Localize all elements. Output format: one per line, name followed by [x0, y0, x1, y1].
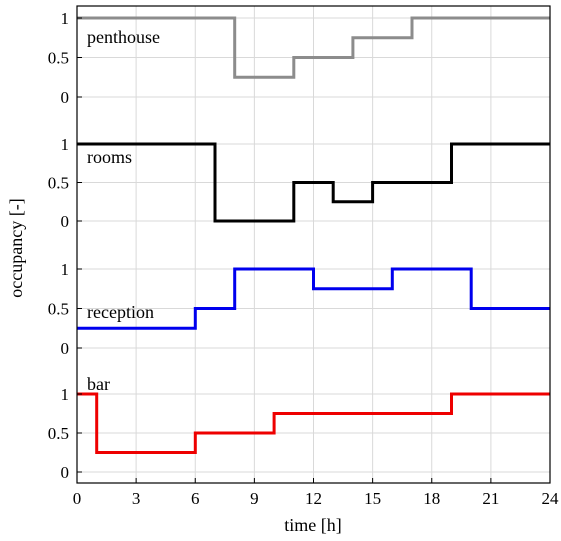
grid-layer	[77, 6, 550, 483]
x-tick-label: 18	[423, 489, 440, 508]
x-tick-label: 12	[305, 489, 322, 508]
series-line-rooms	[77, 142, 550, 223]
x-tick-label: 0	[73, 489, 82, 508]
y-tick-label: 0.5	[48, 174, 69, 193]
x-tick-label: 3	[132, 489, 141, 508]
y-tick-label: 0	[61, 212, 70, 231]
y-tick-label: 0	[61, 339, 70, 358]
series-label-reception: reception	[87, 302, 154, 322]
x-tick-label: 24	[542, 489, 560, 508]
series-line-bar	[77, 392, 550, 454]
series-line-reception	[77, 267, 550, 330]
x-axis-title: time [h]	[284, 515, 341, 535]
series-line-penthouse	[77, 16, 550, 79]
y-tick-label: 0.5	[48, 300, 69, 319]
y-tick-label: 1	[61, 9, 70, 28]
series-label-rooms: rooms	[87, 147, 132, 167]
x-tick-label: 21	[482, 489, 499, 508]
y-tick-label: 1	[61, 385, 70, 404]
series-label-bar: bar	[87, 374, 110, 394]
y-tick-label: 1	[61, 135, 70, 154]
y-tick-label: 0.5	[48, 49, 69, 68]
y-tick-label: 0	[61, 88, 70, 107]
x-tick-label: 15	[364, 489, 381, 508]
y-tick-label: 1	[61, 260, 70, 279]
x-tick-label: 9	[250, 489, 259, 508]
series-label-penthouse: penthouse	[87, 27, 160, 47]
y-tick-label: 0.5	[48, 424, 69, 443]
label-layer: 0 3 6 9 12 15 18 21 24 0 0.5 1 0 0.5 1 0 0.5 1 0 0.5 1 pentho…	[48, 9, 559, 508]
y-axis-title: occupancy [-]	[6, 198, 26, 297]
x-tick-label: 6	[191, 489, 200, 508]
y-tick-label: 0	[61, 463, 70, 482]
series-layer	[77, 16, 550, 454]
